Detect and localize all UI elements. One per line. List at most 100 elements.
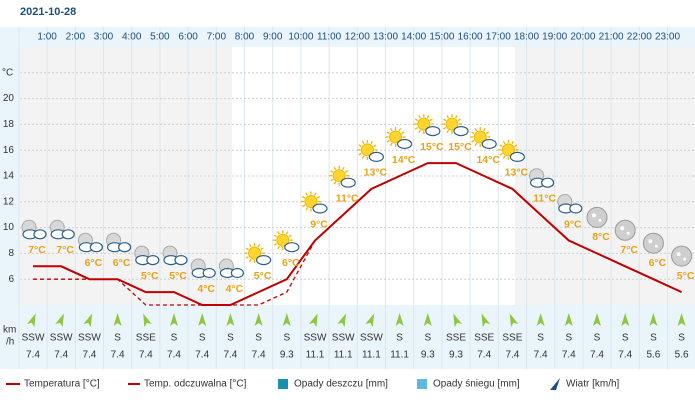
moon (586, 206, 608, 228)
legend-label: Temp. odczuwalna [°C] (144, 379, 247, 390)
weather-icon (557, 194, 583, 214)
y-tick-label: 6 (8, 274, 14, 285)
wind-speed: 11.1 (362, 350, 381, 361)
wind-speed: 7.4 (195, 350, 209, 361)
sun-ray (499, 144, 503, 147)
sun-ray (285, 231, 289, 235)
sun-ray (401, 131, 405, 135)
hour-label: 3:00 (94, 32, 114, 43)
wind-arrow (621, 313, 630, 326)
sun (304, 195, 318, 208)
wind-direction: S (537, 333, 544, 344)
sun-ray (426, 115, 430, 119)
weather-icon (614, 219, 636, 241)
sun-ray (414, 127, 419, 130)
weather-icon (190, 258, 216, 279)
wind-speed: 9.3 (449, 350, 463, 361)
temp-label: 5°C (254, 270, 272, 282)
date-title: 2021-10-28 (20, 6, 76, 18)
sun (248, 246, 262, 260)
cloud (256, 255, 272, 266)
wind-unit: km (3, 325, 16, 336)
y-tick-label: 20 (3, 93, 15, 104)
weather-icon (301, 191, 328, 214)
wind-arrow (143, 313, 152, 328)
wind-speed: 7.4 (590, 350, 604, 361)
sun-ray (446, 129, 450, 134)
sun-ray (471, 131, 475, 135)
sun-ray (288, 234, 292, 238)
cloud (425, 126, 441, 137)
sun-ray (485, 131, 490, 135)
sun-ray (429, 118, 433, 122)
legend-label: Wiatr [km/h] (566, 379, 620, 390)
weather-icon (586, 206, 608, 228)
temp-label: 8°C (592, 231, 610, 243)
temp-label: 5°C (141, 270, 159, 282)
hour-label: 19:00 (542, 32, 567, 43)
wind-direction: S (171, 333, 178, 344)
hour-label: 5:00 (150, 32, 170, 43)
cloud (509, 151, 526, 162)
sun-ray (457, 118, 461, 122)
hour-label: 4:00 (122, 32, 142, 43)
wind-speed: 7.4 (505, 350, 519, 361)
axis-band (0, 27, 20, 369)
temp-label: 7°C (56, 244, 74, 256)
legend-swatch (417, 379, 427, 389)
temp-label: 11°C (336, 192, 359, 204)
wind-direction: SSW (332, 333, 355, 344)
hour-label: 22:00 (627, 32, 652, 43)
temp-label: 15°C (420, 141, 444, 153)
wind-speed: 7.4 (26, 350, 40, 361)
sun-ray (249, 258, 252, 263)
wind-direction: SSW (78, 333, 101, 344)
wind-arrow (649, 313, 658, 326)
temp-line (33, 162, 683, 306)
wind-arrow (677, 313, 686, 326)
sun-ray (313, 192, 317, 196)
crater (592, 213, 596, 218)
crater (648, 239, 653, 244)
wind-direction: SSW (360, 333, 383, 344)
sun-ray (514, 144, 518, 147)
sun-ray (302, 195, 306, 199)
hour-label: 15:00 (429, 32, 454, 43)
sun-ray (474, 128, 478, 132)
legend-swatch (278, 379, 288, 389)
wind-direction: S (650, 333, 657, 344)
weather-icon (77, 232, 104, 253)
temp-label: 4°C (197, 283, 215, 295)
sun-ray (305, 207, 309, 211)
sun-ray (330, 170, 334, 173)
wind-arrow (453, 313, 462, 328)
weather-icon (671, 245, 693, 267)
weather-icon (470, 127, 497, 150)
cloud (540, 177, 555, 188)
wind-speed: 7.4 (252, 350, 266, 361)
wind-direction: S (424, 333, 431, 344)
wind-direction: S (283, 333, 290, 344)
temp-label: 4°C (226, 283, 244, 295)
wind-direction: S (227, 333, 234, 344)
sun-ray (316, 195, 320, 199)
temp-label: 6°C (649, 257, 667, 269)
sun-ray (386, 139, 390, 143)
temp-label: 5°C (677, 270, 695, 282)
weather-icon (329, 165, 356, 188)
wind-arrow (113, 313, 122, 326)
hour-label: 21:00 (599, 32, 624, 43)
wind-arrow (365, 313, 375, 328)
y-tick-label: 12 (3, 196, 15, 207)
wind-arrow (309, 313, 318, 328)
weather-icon (106, 232, 132, 253)
legend-wind-icon (550, 378, 560, 390)
wind-speed: 5.6 (646, 350, 660, 361)
wind-speed: 11.1 (306, 350, 325, 361)
weather-icon (498, 139, 526, 162)
hour-label: 12:00 (345, 32, 370, 43)
cloud (33, 229, 47, 240)
hour-label: 23:00 (655, 32, 680, 43)
hour-band (0, 27, 695, 47)
wind-arrow (27, 313, 36, 328)
